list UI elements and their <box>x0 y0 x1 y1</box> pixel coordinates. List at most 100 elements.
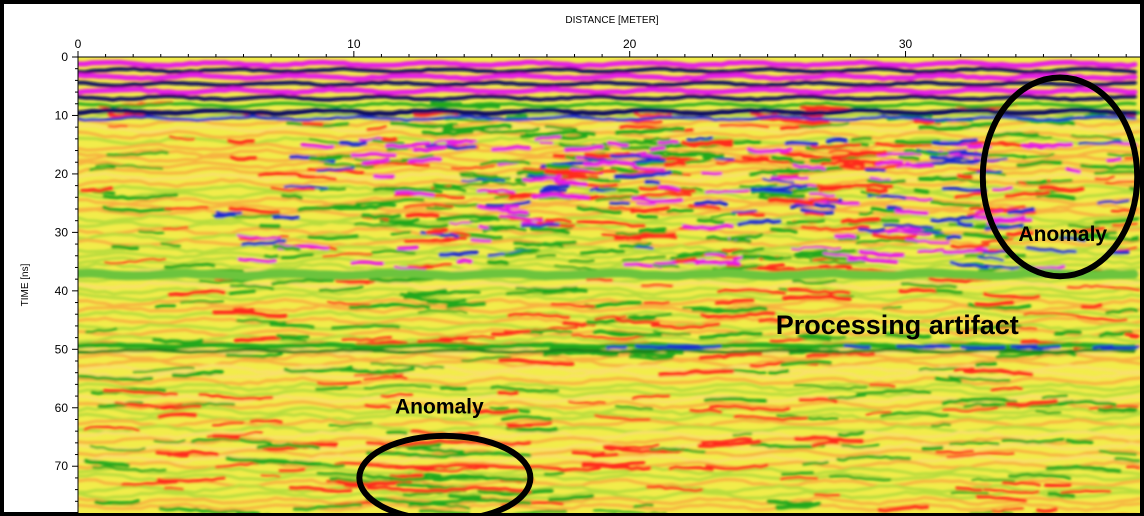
reflection-band <box>949 260 990 269</box>
reflection-band <box>652 264 680 268</box>
reflection-band <box>472 408 519 415</box>
reflection-band <box>1105 308 1139 315</box>
reflection-band <box>827 394 867 400</box>
reflection-band <box>700 437 753 445</box>
reflection-band <box>490 329 531 337</box>
reflection-band <box>733 415 809 422</box>
reflection-band <box>163 486 184 491</box>
reflection-band <box>704 252 726 257</box>
reflection-band <box>1076 315 1128 322</box>
reflection-band <box>871 232 918 240</box>
reflection-band <box>855 238 919 245</box>
reflection-band <box>982 249 1010 255</box>
reflection-band <box>781 471 815 476</box>
reflection-band <box>380 392 414 398</box>
reflection-band <box>479 159 531 166</box>
reflection-band <box>507 421 553 429</box>
reflection-band <box>370 362 445 369</box>
reflection-band <box>381 137 398 142</box>
reflection-band <box>78 93 1137 102</box>
reflection-band <box>488 225 527 232</box>
reflection-band <box>975 361 998 367</box>
reflection-band <box>366 125 388 132</box>
reflection-band <box>900 282 958 289</box>
reflection-band <box>405 212 440 218</box>
reflection-band <box>582 159 636 167</box>
reflection-band <box>709 404 791 413</box>
reflection-band <box>522 174 562 183</box>
reflection-band <box>635 202 657 206</box>
reflection-band <box>606 345 628 350</box>
reflection-band <box>963 368 1034 377</box>
reflection-band <box>476 188 516 194</box>
reflection-band <box>635 344 663 350</box>
reflection-band <box>697 439 762 448</box>
reflection-band <box>625 233 678 241</box>
reflection-band <box>605 330 634 337</box>
reflection-band <box>618 242 652 249</box>
reflection-band <box>1065 167 1081 174</box>
reflection-band <box>276 334 310 339</box>
reflection-band <box>214 461 260 469</box>
reflection-band <box>249 418 283 424</box>
reflection-band <box>379 217 420 224</box>
reflection-band <box>389 121 459 127</box>
reflection-band <box>956 173 973 180</box>
reflection-band <box>301 122 324 127</box>
reflection-band <box>403 295 467 304</box>
reflection-band <box>732 432 753 437</box>
reflection-band <box>236 234 282 241</box>
reflection-band <box>190 436 272 445</box>
reflection-band <box>904 161 933 169</box>
reflection-band <box>731 209 758 214</box>
reflection-band <box>759 190 806 199</box>
reflection-band <box>793 435 864 444</box>
reflection-band <box>106 150 169 157</box>
anomaly-ellipse-0 <box>979 74 1141 280</box>
reflection-band <box>1097 407 1138 413</box>
reflection-band <box>354 161 430 167</box>
reflection-band <box>560 175 599 181</box>
reflection-band <box>779 150 814 159</box>
reflection-band <box>646 485 704 493</box>
reflection-band <box>432 181 490 188</box>
reflection-band <box>613 170 672 179</box>
reflection-band <box>281 194 303 200</box>
reflection-band <box>945 234 962 241</box>
reflection-band <box>426 228 448 235</box>
reflection-band <box>842 161 866 168</box>
reflection-band <box>643 301 670 305</box>
reflection-band <box>934 376 962 383</box>
reflection-band <box>322 252 373 258</box>
reflection-band <box>885 332 932 340</box>
reflection-band <box>358 367 410 375</box>
reflection-band <box>1008 472 1072 480</box>
reflection-band <box>229 155 258 162</box>
reflection-band <box>567 400 607 405</box>
reflection-band <box>791 245 842 251</box>
reflection-band <box>111 244 140 251</box>
reflection-band <box>797 334 832 342</box>
reflection-band <box>818 184 853 192</box>
y-tick-label: 0 <box>61 50 68 64</box>
reflection-band <box>365 497 532 506</box>
reflection-band <box>280 337 307 343</box>
reflection-band <box>363 375 408 381</box>
reflection-band <box>358 136 386 142</box>
reflection-band <box>78 341 1137 350</box>
reflection-band <box>78 405 1140 417</box>
reflection-band <box>491 144 532 152</box>
reflection-band <box>500 415 553 422</box>
reflection-band <box>271 214 300 221</box>
reflection-band <box>614 126 685 135</box>
reflection-band <box>338 140 368 147</box>
reflection-band <box>666 208 694 214</box>
reflection-band <box>92 465 167 473</box>
reflection-band <box>942 247 989 255</box>
reflection-band <box>394 190 435 198</box>
reflection-band <box>1125 465 1140 470</box>
reflection-band <box>477 488 554 497</box>
reflection-band <box>1117 246 1138 252</box>
reflection-band <box>769 337 809 343</box>
reflection-band <box>164 205 209 211</box>
